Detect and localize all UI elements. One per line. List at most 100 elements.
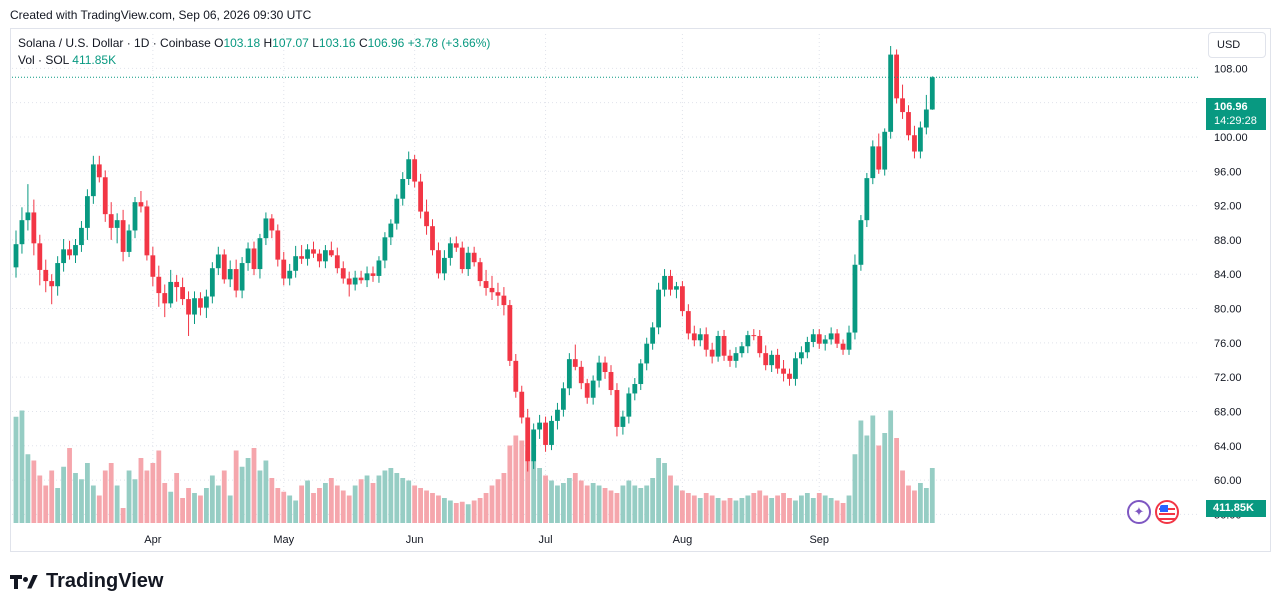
volume-bar [132, 479, 138, 523]
candle-down [281, 259, 287, 279]
candle-down [709, 349, 715, 357]
candle-up [305, 249, 310, 259]
price-axis: 56.0060.0064.0068.0072.0076.0080.0084.00… [1214, 63, 1248, 521]
candle-down [763, 353, 769, 366]
magic-wand-icon[interactable]: ✦ [1127, 500, 1151, 524]
volume-bar [25, 454, 31, 523]
candle-down [436, 250, 441, 274]
volume-bar [674, 485, 679, 523]
volume-bar [120, 508, 126, 523]
candle-up [192, 298, 197, 315]
candle-up [364, 273, 370, 281]
candle-down [31, 212, 37, 244]
volume-bar [281, 491, 287, 523]
candle-up [400, 178, 406, 199]
candlestick-chart[interactable]: 56.0060.0064.0068.0072.0076.0080.0084.00… [10, 28, 1271, 552]
candle-down [251, 248, 257, 270]
candle-down [906, 112, 911, 136]
volume-bar [918, 483, 923, 523]
candle-up [804, 341, 810, 353]
legend-high-label: H [263, 36, 273, 50]
candle-up [406, 159, 412, 179]
candle-down [275, 230, 281, 260]
candle-down [471, 252, 477, 263]
candle-up [650, 327, 656, 344]
candle-up [257, 238, 263, 270]
volume-bar [328, 478, 334, 523]
candle-down [507, 305, 513, 361]
candle-down [483, 281, 489, 288]
volume-bar [340, 490, 346, 523]
volume-bar [501, 473, 507, 523]
volume-bar [376, 475, 382, 523]
candle-down [477, 262, 483, 282]
currency-button[interactable]: USD [1208, 32, 1266, 58]
volume-bar [31, 460, 37, 523]
volume-bar [763, 495, 769, 523]
volume-bar [144, 470, 150, 523]
candle-up [114, 220, 120, 228]
candle-down [501, 295, 507, 306]
candle-up [549, 420, 554, 445]
candle-up [638, 363, 644, 385]
volume-bar [483, 493, 489, 523]
us-flag-icon[interactable] [1155, 500, 1179, 524]
candle-up [555, 409, 560, 421]
volume-bar [519, 440, 525, 523]
candle-up [61, 249, 66, 264]
volume-bar [733, 500, 739, 523]
volume-bar [721, 500, 727, 523]
volume-bar [489, 485, 495, 523]
volume-bar [90, 485, 96, 523]
volume-bar [555, 485, 560, 523]
legend-volume-label: Vol · SOL [18, 53, 69, 67]
time-tick-label: Apr [144, 534, 161, 546]
candle-down [578, 366, 584, 384]
candle-up [561, 388, 566, 410]
volume-bar [263, 460, 269, 523]
candle-up [168, 281, 174, 304]
candle-up [382, 237, 388, 261]
legend-volume-value: 411.85K [72, 53, 117, 67]
candle-up [85, 196, 90, 228]
candle-down [412, 159, 418, 182]
volume-bar [757, 490, 763, 523]
candle-up [376, 260, 382, 276]
candle-up [13, 244, 19, 268]
volume-bar [430, 493, 435, 523]
candle-down [721, 335, 727, 356]
volume-bar [323, 483, 328, 523]
candle-down [685, 311, 691, 334]
candle-up [566, 359, 572, 389]
candle-up [25, 212, 31, 221]
volume-bar [358, 479, 364, 523]
volume-bar [804, 493, 810, 523]
candle-down [703, 334, 709, 350]
candle-up [531, 429, 537, 462]
volume-bar [55, 488, 61, 523]
candle-down [138, 202, 144, 207]
candle-down [37, 243, 43, 270]
time-tick-label: May [273, 534, 294, 546]
candle-up [132, 202, 138, 231]
volume-bar [287, 495, 293, 523]
volume-bar [13, 416, 19, 523]
price-tick-label: 80.00 [1214, 304, 1242, 316]
volume-bar [459, 501, 465, 523]
candle-down [96, 164, 102, 178]
candle-down [727, 355, 733, 361]
candle-down [840, 343, 846, 350]
volume-bar [299, 485, 304, 523]
volume-bar [537, 468, 542, 523]
volume-bar [864, 435, 870, 523]
candle-down [513, 360, 519, 392]
volume-bar [477, 498, 483, 523]
candle-up [442, 257, 447, 274]
candle-up [79, 227, 84, 246]
tradingview-brand[interactable]: TradingView [10, 570, 163, 593]
volume-bar [507, 445, 513, 523]
candle-down [495, 292, 501, 296]
volume-bar [543, 475, 548, 523]
volume-bar [787, 498, 792, 523]
volume-bar [465, 504, 471, 523]
